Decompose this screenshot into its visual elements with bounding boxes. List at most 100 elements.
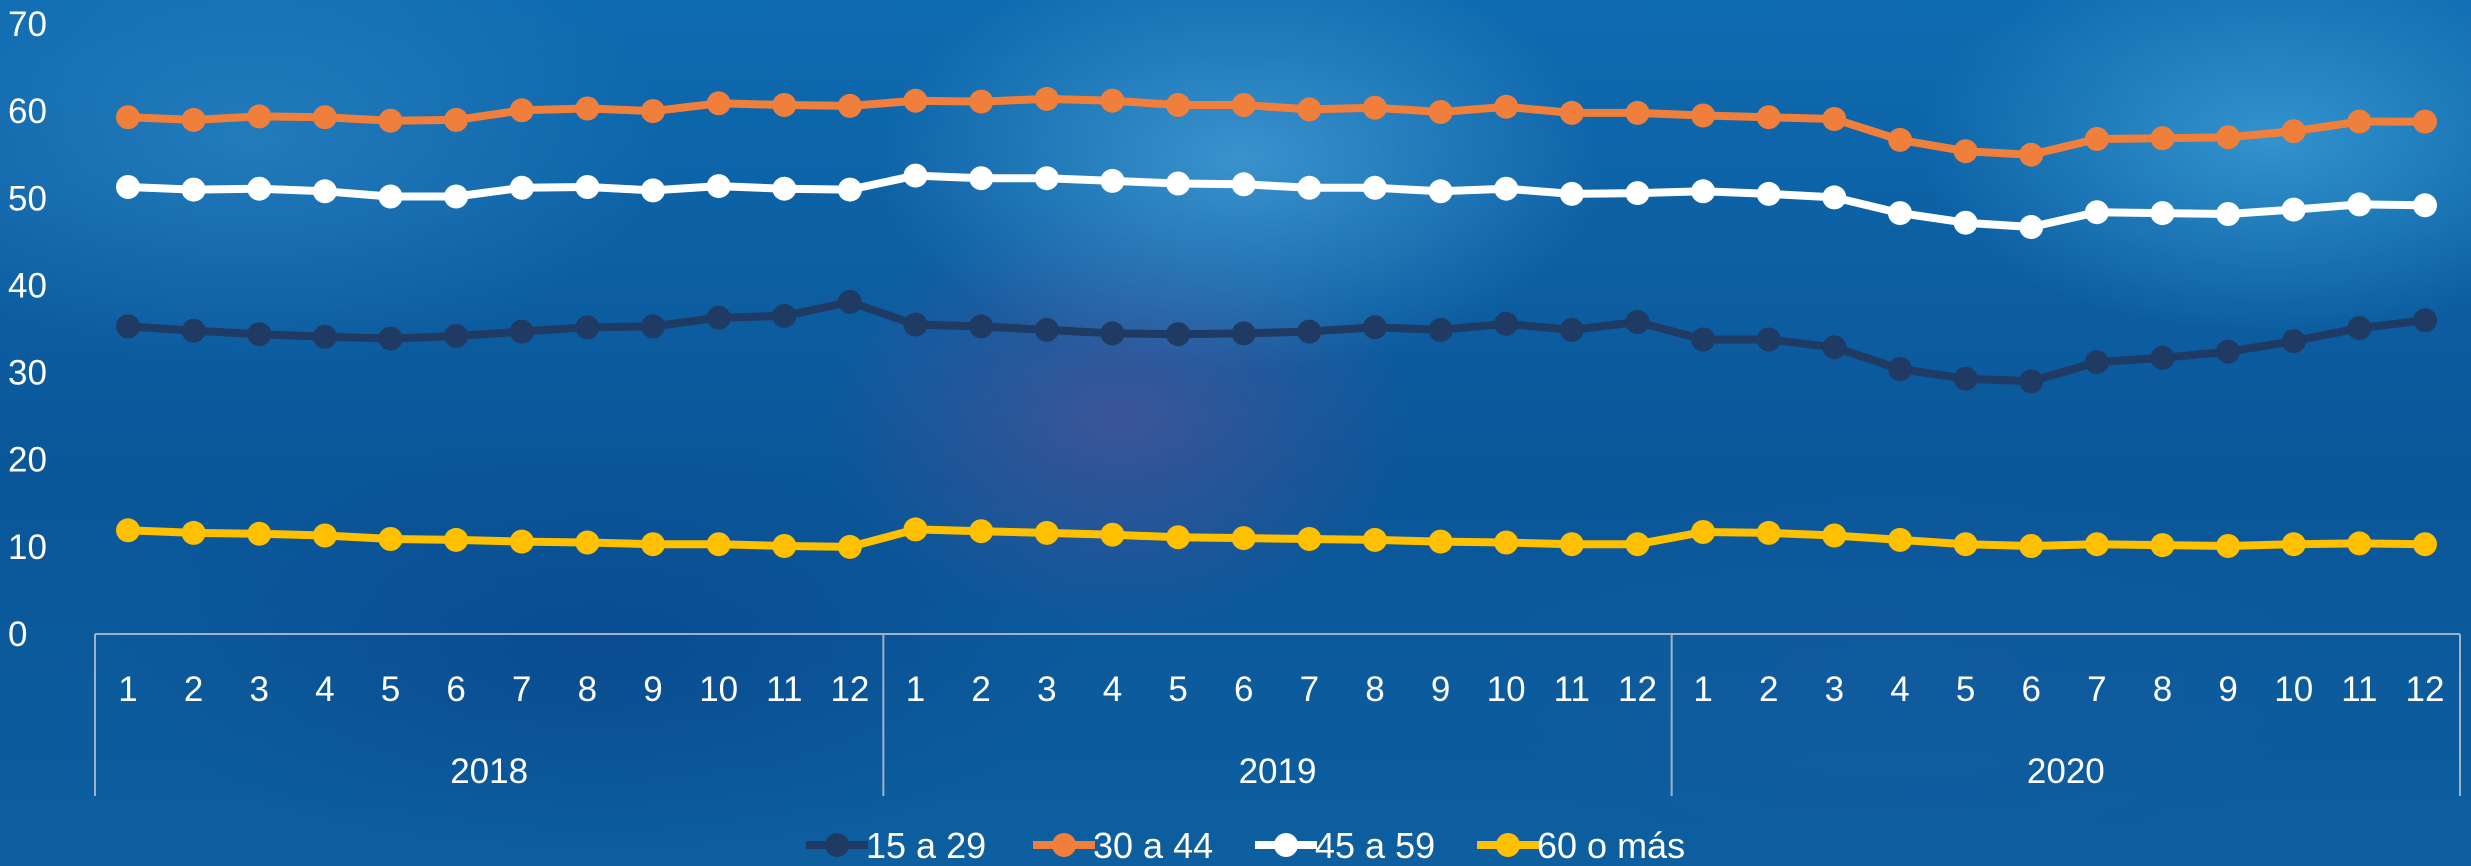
data-point [1034, 317, 1059, 342]
x-tick-label: 9 [643, 670, 662, 709]
x-year-label: 2020 [2027, 752, 2105, 791]
data-point [903, 163, 928, 188]
data-point [2347, 531, 2372, 556]
y-axis-ticks: 0 10 20 30 40 50 60 70 [8, 5, 47, 654]
data-point [1756, 327, 1781, 352]
data-point [444, 324, 469, 348]
x-tick-label: 3 [1825, 670, 1844, 709]
data-point [2281, 197, 2306, 222]
data-point [116, 314, 140, 339]
x-tick-label: 4 [315, 670, 334, 709]
data-point [116, 105, 140, 130]
data-point [575, 530, 600, 555]
data-point [116, 518, 140, 543]
data-point [706, 532, 731, 557]
x-tick-label: 1 [1693, 670, 1712, 709]
data-point [1888, 201, 1912, 226]
data-point [641, 99, 665, 124]
data-point [378, 108, 403, 133]
x-tick-label: 6 [1234, 670, 1253, 709]
data-point [1166, 93, 1191, 117]
x-tick-label: 10 [2274, 670, 2313, 709]
data-point [444, 107, 469, 132]
data-point [641, 314, 665, 339]
data-point [706, 174, 731, 199]
legend: 15 a 29 30 a 44 45 a 59 60 o más [806, 825, 1685, 866]
series-line [124, 525, 2429, 551]
data-point [2413, 308, 2437, 333]
data-point [1100, 321, 1125, 346]
data-point [1625, 310, 1650, 334]
legend-swatch-marker [1052, 833, 1076, 857]
data-point [378, 326, 403, 351]
x-tick-label: 4 [1103, 670, 1122, 709]
data-point [1691, 520, 1716, 544]
legend-label: 45 a 59 [1315, 825, 1435, 866]
series-group [116, 86, 2437, 559]
x-tick-label: 7 [512, 670, 531, 709]
x-tick-label: 11 [766, 670, 802, 709]
data-point [2019, 215, 2044, 239]
data-point [1756, 181, 1781, 206]
data-point [2281, 119, 2306, 144]
data-point [1034, 520, 1059, 545]
x-tick-label: 8 [2153, 670, 2172, 709]
data-point [772, 93, 797, 117]
data-point [1494, 94, 1519, 119]
x-tick-label: 11 [2341, 670, 2377, 709]
data-point [772, 534, 797, 558]
data-point [1362, 175, 1387, 200]
data-point [969, 519, 994, 544]
data-point [1297, 527, 1322, 551]
data-point [2281, 329, 2306, 354]
series-line [124, 298, 2429, 386]
x-tick-label: 8 [1365, 670, 1384, 709]
data-point [969, 89, 994, 114]
data-point [2216, 125, 2241, 150]
data-point [1231, 172, 1256, 197]
data-point [444, 527, 469, 552]
data-point [1888, 527, 1912, 552]
data-point [2019, 369, 2044, 394]
x-tick-label: 10 [1487, 670, 1526, 709]
x-tick-label: 5 [1956, 670, 1975, 709]
data-point [1691, 327, 1716, 352]
y-tick-label: 30 [8, 354, 47, 393]
data-point [116, 175, 140, 199]
data-point [706, 305, 731, 330]
legend-item: 15 a 29 [806, 825, 986, 866]
data-point [575, 175, 600, 199]
x-year-label: 2019 [1239, 752, 1317, 791]
x-tick-label: 7 [1300, 670, 1319, 709]
data-point [575, 96, 600, 121]
series-line [124, 171, 2429, 231]
data-point [1559, 532, 1584, 557]
data-point [247, 322, 272, 347]
data-point [837, 93, 862, 118]
data-point [378, 527, 403, 551]
data-point [2019, 142, 2044, 167]
data-point [969, 166, 994, 191]
x-axis-month-ticks: 1 2 3 4 5 6 7 8 9 10 11 12 1 2 3 4 5 6 7 8 9 10 11 12 1 2 3 4 5 6 7 8 9 1… [118, 670, 2444, 709]
data-point [1166, 322, 1191, 347]
x-tick-label: 10 [699, 670, 738, 709]
y-tick-label: 60 [8, 92, 47, 131]
x-tick-label: 2 [971, 670, 990, 709]
data-point [509, 175, 534, 200]
data-point [181, 107, 206, 132]
data-point [1428, 100, 1453, 124]
data-point [2084, 200, 2109, 225]
x-axis-year-labels: 2018 2019 2020 [450, 752, 2105, 791]
x-tick-label: 1 [906, 670, 925, 709]
x-tick-label: 12 [2406, 670, 2445, 709]
data-point [444, 184, 469, 209]
data-point [969, 314, 994, 339]
data-point [312, 324, 337, 349]
data-point [2150, 126, 2175, 151]
data-point [903, 312, 928, 337]
data-point [1691, 179, 1716, 204]
data-point [247, 521, 272, 546]
x-tick-label: 4 [1890, 670, 1909, 709]
data-point [575, 315, 600, 340]
data-point [1166, 171, 1191, 196]
